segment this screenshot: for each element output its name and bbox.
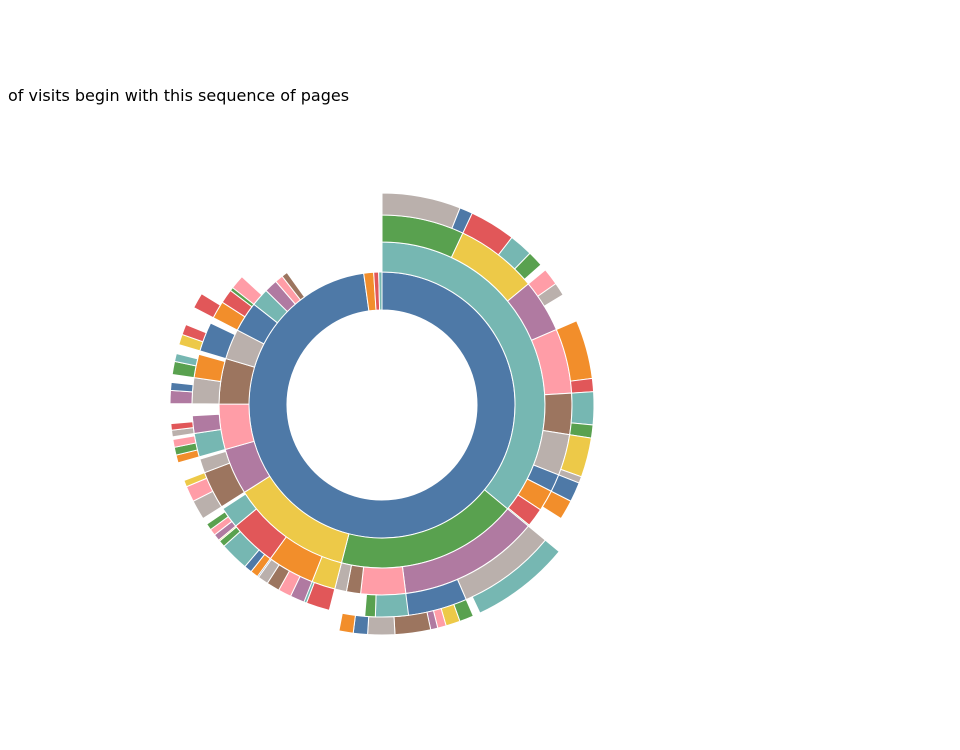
sunburst-segment-f1a[interactable]	[169, 389, 193, 405]
sunburst-segment-h1a[interactable]	[193, 292, 221, 319]
sunburst-segment-a5a[interactable]	[570, 391, 595, 426]
sunburst-segment-i1[interactable]	[231, 275, 263, 305]
sunburst-segment-ring1-teal[interactable]	[378, 271, 383, 311]
sunburst-segment-e[interactable]	[218, 403, 255, 451]
sunburst-segment-f2b[interactable]	[173, 352, 199, 367]
sunburst-segment-e1c[interactable]	[172, 435, 197, 448]
sunburst-segment-l[interactable]	[281, 271, 306, 301]
sunburst-segment-b2b[interactable]	[364, 593, 377, 618]
sunburst-segment-a5[interactable]	[542, 392, 573, 436]
sunburst-segment-b2[interactable]	[360, 566, 407, 596]
sunburst-segment-f2[interactable]	[193, 353, 226, 383]
sunburst-arcs	[169, 192, 595, 636]
sunburst-segment-g1b[interactable]	[181, 323, 207, 343]
sunburst-segment-a8a[interactable]	[541, 490, 572, 520]
sunburst-segment-a2c[interactable]	[513, 252, 542, 281]
sunburst-segment-f1[interactable]	[191, 377, 222, 405]
sunburst-segment-b1a1[interactable]	[471, 539, 560, 614]
sequence-caption-text: of visits begin with this sequence of pa…	[8, 86, 350, 105]
sunburst-segment-a3b[interactable]	[537, 282, 564, 307]
sequence-caption: of visits begin with this sequence of pa…	[8, 86, 349, 105]
sunburst-segment-e2b[interactable]	[170, 421, 194, 431]
sunburst-segment-a4b[interactable]	[569, 377, 595, 394]
sunburst-segment-c4c[interactable]	[205, 511, 229, 531]
sunburst-segment-f1b[interactable]	[169, 381, 194, 393]
sunburst-segment-b1b6[interactable]	[367, 616, 396, 636]
sunburst-segment-b2a[interactable]	[374, 592, 410, 618]
sunburst-segment-b1b8[interactable]	[338, 612, 356, 634]
sunburst-segment-d2[interactable]	[199, 450, 231, 474]
sunburst-segment-ring1-main[interactable]	[248, 271, 516, 539]
